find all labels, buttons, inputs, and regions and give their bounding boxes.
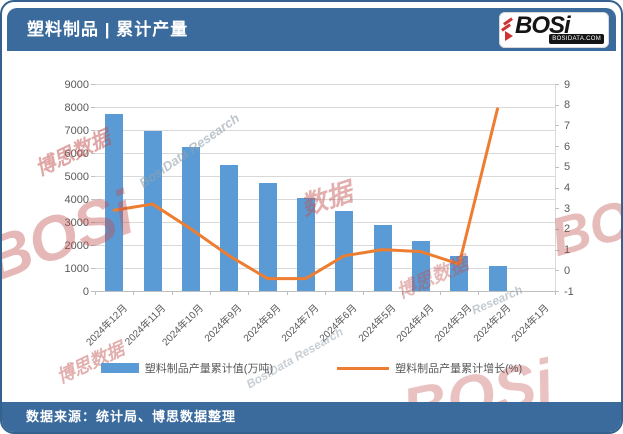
right-axis-tick: [555, 104, 559, 106]
x-axis-tick: [248, 291, 250, 295]
growth-line: [112, 107, 499, 281]
left-axis-tick-label: 5000: [64, 170, 89, 183]
right-axis-tick-label: 2: [564, 223, 571, 236]
right-axis-tick-label: -1: [564, 285, 574, 298]
left-axis-tick: [91, 245, 95, 246]
right-axis-tick: [555, 84, 559, 85]
bar-2024年6月: [335, 210, 354, 291]
right-axis-tick: [555, 125, 559, 127]
left-axis-tick-label: 0: [82, 285, 89, 298]
line-series-label: 塑料制品产量累计增长(%): [395, 363, 523, 375]
left-axis-tick-label: 1000: [64, 262, 89, 275]
x-axis-tick: [401, 291, 403, 295]
left-axis-tick-label: 4000: [64, 193, 89, 206]
left-axis-tick-label: 8000: [64, 101, 89, 114]
legend-item-bars: 塑料制品产量累计值(万吨): [100, 360, 274, 376]
left-axis-tick-label: 9000: [64, 78, 89, 91]
bar-2024年12月: [105, 113, 124, 291]
chart-area: 0 1000 2000 3000 4000 5000 6000 7000 8000 9000 -1 0…: [2, 51, 621, 433]
header-bar: 塑料制品 | 累计产量 BOSi BOSIDATA.COM: [7, 8, 616, 51]
left-axis-tick: [91, 84, 95, 85]
page-title: 塑料制品 | 累计产量: [27, 20, 189, 39]
gridline: [95, 176, 555, 177]
bar-series-swatch: [100, 363, 139, 373]
gridline: [95, 199, 555, 200]
right-axis-tick-label: 1: [564, 244, 571, 257]
chart-legend: 塑料制品产量累计值(万吨) 塑料制品产量累计增长(%): [2, 360, 621, 376]
left-axis-tick: [91, 199, 95, 200]
left-axis-tick: [91, 130, 95, 131]
right-axis-tick: [555, 228, 559, 230]
bar-2024年5月: [373, 225, 392, 291]
x-axis-tick: [95, 291, 96, 295]
right-axis-tick-label: 8: [564, 99, 571, 112]
left-axis-tick-label: 2000: [64, 239, 89, 252]
x-axis-tick: [516, 291, 518, 295]
right-axis-tick: [555, 291, 559, 292]
x-axis-tick: [210, 291, 211, 295]
bar-2024年3月: [450, 256, 469, 291]
left-axis-tick: [91, 222, 95, 223]
left-axis-tick: [91, 268, 95, 269]
x-axis-tick: [133, 291, 135, 295]
right-axis-tick: [555, 249, 559, 251]
data-source-note: 数据来源：统计局、博思数据整理: [26, 409, 237, 424]
bar-2024年10月: [181, 147, 200, 291]
right-axis-tick-label: 0: [564, 264, 571, 277]
right-axis-tick-label: 6: [564, 140, 571, 153]
right-axis-tick: [555, 166, 559, 168]
bar-2024年11月: [143, 131, 162, 291]
right-axis-tick-label: 9: [564, 78, 571, 91]
x-axis-tick: [478, 291, 480, 295]
left-axis-tick-label: 3000: [64, 216, 89, 229]
right-axis-tick-label: 4: [564, 182, 571, 194]
left-axis-tick: [91, 153, 95, 154]
left-axis-tick: [91, 291, 95, 292]
x-axis-tick: [286, 291, 288, 295]
left-axis-tick-label: 6000: [64, 147, 89, 160]
x-axis-tick: [440, 291, 441, 295]
left-axis-tick-label: 7000: [64, 124, 89, 137]
x-axis-tick: [325, 291, 326, 295]
gridline: [95, 222, 555, 223]
right-axis-tick: [555, 146, 559, 148]
line-series-swatch: [337, 366, 390, 370]
right-axis-tick: [555, 208, 559, 210]
bar-2024年7月: [296, 197, 315, 291]
right-axis-tick-label: 7: [564, 119, 571, 132]
right-axis-tick: [555, 187, 559, 189]
logo-domain: BOSIDATA.COM: [549, 34, 604, 44]
bar-2024年2月: [488, 266, 507, 291]
gridline: [95, 107, 555, 108]
logo-triangle-icon: [505, 31, 513, 41]
gridline: [95, 84, 555, 85]
left-axis-tick: [91, 176, 95, 177]
right-axis-tick: [555, 270, 559, 272]
bar-series-label: 塑料制品产量累计值(万吨): [144, 363, 274, 375]
legend-item-line: 塑料制品产量累计增长(%): [337, 360, 522, 376]
x-axis-tick: [555, 291, 556, 295]
gridline: [95, 130, 555, 131]
bar-2024年8月: [258, 183, 277, 291]
left-axis-tick: [91, 107, 95, 108]
footer-bar: 数据来源：统计局、博思数据整理: [2, 402, 621, 432]
right-axis-tick-label: 5: [564, 161, 571, 174]
right-axis-tick-label: 3: [564, 202, 571, 215]
bosi-logo: BOSi BOSIDATA.COM: [499, 12, 609, 48]
gridline: [95, 245, 555, 246]
x-axis-tick: [171, 291, 173, 295]
gridline: [95, 153, 555, 154]
x-axis-tick: [363, 291, 365, 295]
